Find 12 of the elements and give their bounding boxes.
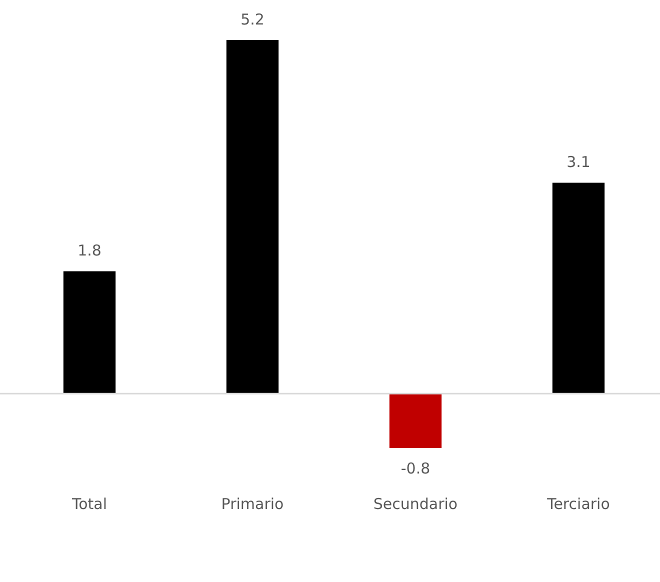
bar	[552, 182, 605, 394]
bar	[226, 40, 279, 394]
bar	[63, 271, 116, 394]
bar	[389, 394, 442, 448]
x-tick-label: Total	[70, 494, 108, 513]
data-label: 1.8	[78, 242, 102, 260]
data-label: 5.2	[240, 10, 264, 28]
x-tick-label: Terciario	[546, 494, 610, 513]
x-tick-label: Primario	[221, 494, 284, 513]
data-label: 3.1	[566, 153, 590, 172]
data-label: -0.8	[400, 459, 430, 478]
x-tick-label: Secundario	[373, 494, 458, 513]
